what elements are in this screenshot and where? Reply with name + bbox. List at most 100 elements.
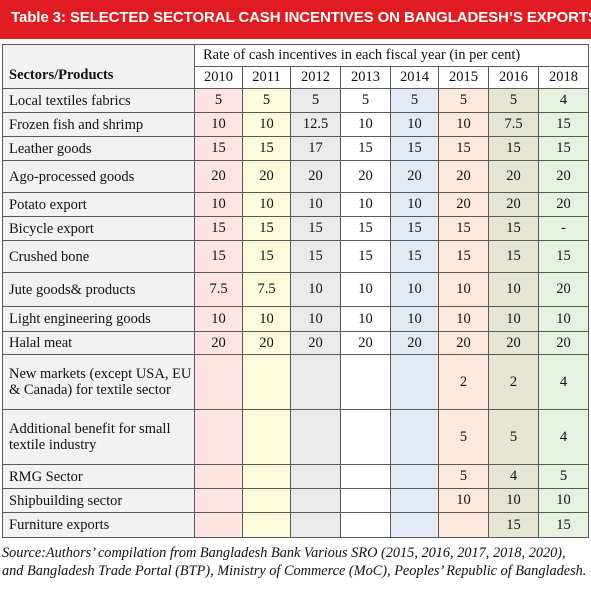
rate-cell: - [538, 216, 589, 241]
rate-cell [390, 488, 439, 513]
rate-cell: 10 [438, 272, 489, 307]
rate-cell: 5 [438, 464, 489, 489]
rate-cell: 20 [340, 331, 391, 355]
rate-cell: 20 [194, 331, 243, 355]
rate-cell: 10 [538, 306, 589, 332]
rate-cell [194, 354, 243, 410]
rate-cell [390, 464, 439, 489]
rate-cell: 10 [538, 488, 589, 513]
year-header: 2013 [340, 66, 391, 89]
table-row: New markets (except USA, EU & Canada) fo… [2, 354, 589, 410]
table-row: Crushed bone 15 15 15 15 15 15 15 15 [2, 240, 589, 273]
year-header: 2011 [242, 66, 291, 89]
rate-cell: 12.5 [290, 112, 341, 137]
rate-cell: 10 [290, 272, 341, 307]
rate-cell: 10 [438, 306, 489, 332]
rate-cell: 10 [340, 306, 391, 332]
rate-cell: 15 [538, 112, 589, 137]
rate-cell: 5 [242, 88, 291, 113]
rate-cell [340, 512, 391, 538]
table-title: Table 3: SELECTED SECTORAL CASH INCENTIV… [0, 0, 591, 39]
rate-cell: 10 [438, 488, 489, 513]
sector-name: Bicycle export [2, 216, 195, 241]
rate-cell: 20 [242, 331, 291, 355]
rate-cell: 15 [390, 216, 439, 241]
source-note: Source:Authors’ compilation from Banglad… [2, 545, 587, 579]
rate-cell: 5 [390, 88, 439, 113]
table-row: Frozen fish and shrimp 10 10 12.5 10 10 10 7.5 1… [2, 112, 589, 137]
rate-cell: 20 [290, 331, 341, 355]
sector-name: Ago-processed goods [2, 160, 195, 193]
rate-cell: 10 [340, 192, 391, 217]
rate-cell: 10 [194, 112, 243, 137]
rate-cell: 5 [438, 88, 489, 113]
rate-cell [290, 354, 341, 410]
rate-cell: 15 [194, 216, 243, 241]
sector-name: Shipbuilding sector [2, 488, 195, 513]
year-header: 2010 [194, 66, 243, 89]
table-row: Local textiles fabrics 5 5 5 5 5 5 5 4 [2, 88, 589, 113]
year-header-row: 2010 2011 2012 2013 2014 2015 2016 2018 [3, 66, 589, 89]
sector-name: Halal meat [2, 331, 195, 355]
rate-cell: 15 [290, 240, 341, 273]
rate-cell: 15 [488, 240, 539, 273]
rate-cell: 5 [340, 88, 391, 113]
rate-cell [340, 354, 391, 410]
rate-cell [340, 488, 391, 513]
rate-cell: 15 [242, 136, 291, 161]
rate-cell: 20 [290, 160, 341, 193]
rate-cell [438, 512, 489, 538]
rate-cell: 20 [488, 192, 539, 217]
rate-cell: 5 [538, 464, 589, 489]
rate-cell [194, 409, 243, 465]
rate-cell: 15 [390, 240, 439, 273]
sector-name: RMG Sector [2, 464, 195, 489]
rate-cell: 5 [194, 88, 243, 113]
rate-cell: 15 [194, 136, 243, 161]
rate-cell: 2 [438, 354, 489, 410]
rate-cell: 20 [538, 160, 589, 193]
rate-cell: 20 [390, 160, 439, 193]
rate-cell [242, 409, 291, 465]
sector-name: New markets (except USA, EU & Canada) fo… [2, 354, 195, 410]
rate-cell: 10 [194, 192, 243, 217]
rate-cell [194, 464, 243, 489]
table-row: Shipbuilding sector 10 10 10 [2, 488, 589, 513]
rate-cell: 20 [390, 331, 439, 355]
rate-cell: 5 [438, 409, 489, 465]
rate-header: Rate of cash incentives in each fiscal y… [194, 44, 589, 67]
table-row: RMG Sector 5 4 5 [2, 464, 589, 489]
rate-cell: 10 [340, 112, 391, 137]
rate-cell: 5 [488, 409, 539, 465]
sector-name: Frozen fish and shrimp [2, 112, 195, 137]
rate-cell: 7.5 [488, 112, 539, 137]
rate-cell: 10 [488, 272, 539, 307]
rate-cell [390, 354, 439, 410]
year-header: 2016 [488, 66, 539, 89]
rate-cell: 10 [390, 306, 439, 332]
rate-cell [242, 512, 291, 538]
rate-cell [390, 512, 439, 538]
rate-cell [290, 464, 341, 489]
table-row: Halal meat 20 20 20 20 20 20 20 20 [2, 331, 589, 355]
sector-name: Furniture exports [2, 512, 195, 538]
rate-cell [290, 409, 341, 465]
rate-cell: 10 [438, 112, 489, 137]
table-row: Bicycle export 15 15 15 15 15 15 15- [2, 216, 589, 241]
rate-cell: 20 [488, 160, 539, 193]
rate-cell: 15 [488, 136, 539, 161]
rate-cell [340, 409, 391, 465]
table-row: Potato export 10 10 10 10 10 20 20 20 [2, 192, 589, 217]
rate-cell: 15 [538, 240, 589, 273]
year-header: 2015 [438, 66, 489, 89]
rate-cell: 10 [390, 192, 439, 217]
rate-cell: 15 [242, 240, 291, 273]
rate-cell: 10 [194, 306, 243, 332]
rate-cell: 15 [340, 216, 391, 241]
rate-cell: 15 [340, 136, 391, 161]
rate-cell: 15 [488, 512, 539, 538]
table-row: Leather goods 15 15 17 15 15 15 15 15 [2, 136, 589, 161]
rate-cell [194, 512, 243, 538]
rate-cell: 4 [538, 409, 589, 465]
rate-cell: 10 [488, 488, 539, 513]
